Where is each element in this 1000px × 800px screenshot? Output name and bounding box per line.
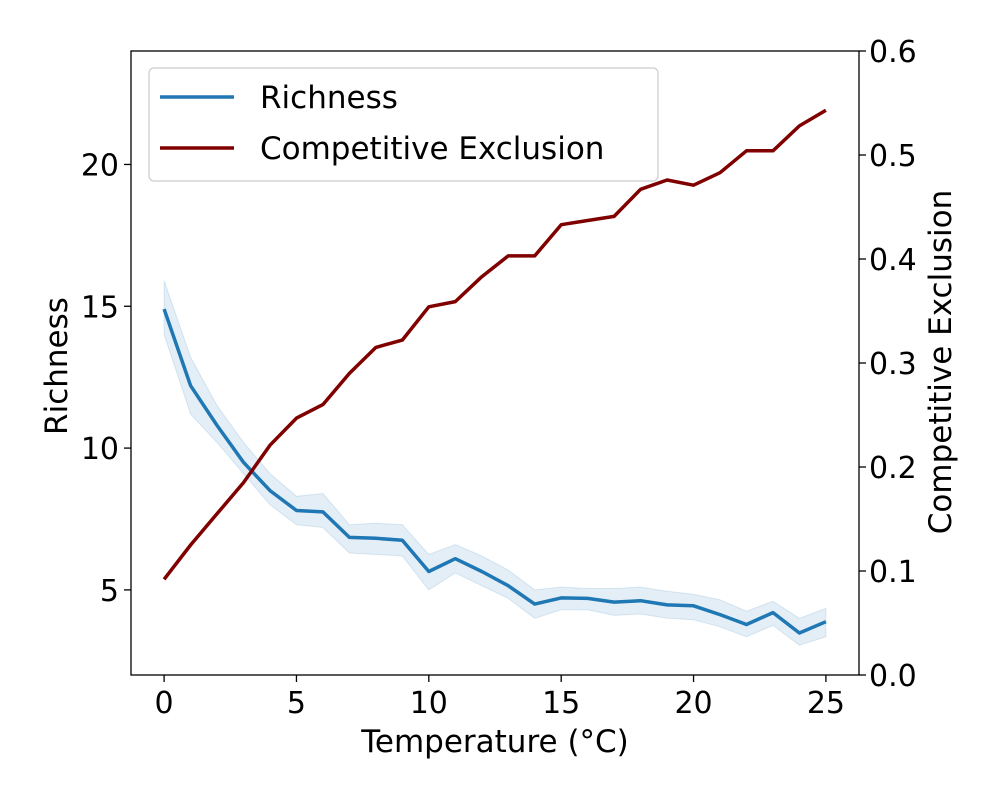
richness-point — [586, 597, 589, 600]
richness-point — [269, 489, 272, 492]
competitive-exclusion-point — [719, 171, 722, 174]
richness-point — [348, 536, 351, 539]
y-right-tick-label: 0.3 — [869, 347, 917, 382]
richness-point — [163, 308, 166, 311]
competitive-exclusion-point — [163, 578, 166, 581]
richness-point — [216, 424, 219, 427]
y-axis-right: 0.0 0.1 0.2 0.3 0.4 0.5 0.6 — [859, 35, 917, 694]
competitive-exclusion-point — [586, 219, 589, 222]
competitive-exclusion-point — [427, 305, 430, 308]
series-lines-layer — [162, 108, 827, 635]
competitive-exclusion-point — [772, 149, 775, 152]
competitive-exclusion-point — [269, 444, 272, 447]
competitive-exclusion-point — [824, 109, 827, 112]
competitive-exclusion-line — [162, 108, 827, 581]
competitive-exclusion-point — [295, 417, 298, 420]
legend-label-richness: Richness — [260, 80, 398, 116]
competitive-exclusion-point — [321, 403, 324, 406]
x-axis: 0 5 10 15 20 25 — [155, 675, 845, 721]
competitive-exclusion-point — [348, 372, 351, 375]
richness-point — [454, 557, 457, 560]
competitive-exclusion-point — [507, 254, 510, 257]
y-left-tick-label: 10 — [81, 432, 119, 467]
competitive-exclusion-point — [374, 346, 377, 349]
richness-point — [692, 604, 695, 607]
competitive-exclusion-point — [401, 339, 404, 342]
competitive-exclusion-point — [639, 188, 642, 191]
richness-point — [533, 603, 536, 606]
y-right-tick-label: 0.0 — [869, 659, 917, 694]
x-tick-label: 5 — [287, 686, 306, 721]
x-tick-label: 0 — [155, 686, 174, 721]
richness-point — [719, 613, 722, 616]
y-right-tick-label: 0.6 — [869, 35, 917, 70]
richness-confidence-band — [163, 280, 827, 646]
y-right-tick-label: 0.5 — [869, 139, 917, 174]
x-tick-label: 25 — [807, 686, 845, 721]
legend-box — [148, 67, 659, 182]
richness-point — [613, 601, 616, 604]
competitive-exclusion-point — [692, 184, 695, 187]
richness-point — [321, 510, 324, 513]
y-right-tick-label: 0.4 — [869, 243, 917, 278]
richness-point — [189, 384, 192, 387]
richness-point — [374, 537, 377, 540]
y-right-tick-label: 0.2 — [869, 451, 917, 486]
competitive-exclusion-point — [454, 300, 457, 303]
richness-point — [507, 584, 510, 587]
x-axis-label: Temperature (°C) — [360, 724, 629, 760]
richness-line — [162, 308, 827, 635]
legend-label-competitive-exclusion: Competitive Exclusion — [260, 131, 604, 167]
y-axis-left: 5 10 15 20 — [81, 148, 131, 609]
x-tick-label: 20 — [674, 686, 712, 721]
y-left-tick-label: 15 — [81, 290, 119, 325]
competitive-exclusion-point — [533, 254, 536, 257]
x-tick-label: 10 — [410, 686, 448, 721]
richness-point — [824, 620, 827, 623]
richness-point — [401, 539, 404, 542]
y-left-tick-label: 5 — [100, 574, 119, 609]
richness-point — [480, 570, 483, 573]
y-axis-right-label: Competitive Exclusion — [923, 190, 959, 534]
y-left-tick-label: 20 — [81, 148, 119, 183]
competitive-exclusion-point — [745, 149, 748, 152]
competitive-exclusion-point — [216, 512, 219, 515]
competitive-exclusion-point — [189, 544, 192, 547]
richness-point — [295, 509, 298, 512]
competitive-exclusion-point — [560, 223, 563, 226]
richness-point — [560, 596, 563, 599]
richness-point — [745, 623, 748, 626]
competitive-exclusion-point — [798, 124, 801, 127]
richness-point — [242, 461, 245, 464]
competitive-exclusion-point — [666, 179, 669, 182]
competitive-exclusion-point — [242, 481, 245, 484]
x-tick-label: 15 — [542, 686, 580, 721]
richness-point — [772, 611, 775, 614]
richness-point — [798, 632, 801, 635]
confidence-band-layer — [163, 280, 827, 646]
legend: Richness Competitive Exclusion — [148, 67, 659, 182]
richness-point — [666, 603, 669, 606]
competitive-exclusion-point — [613, 215, 616, 218]
richness-point — [427, 570, 430, 573]
y-axis-left-label: Richness — [39, 297, 75, 435]
richness-point — [639, 599, 642, 602]
y-right-tick-label: 0.1 — [869, 555, 917, 590]
competitive-exclusion-point — [480, 275, 483, 278]
